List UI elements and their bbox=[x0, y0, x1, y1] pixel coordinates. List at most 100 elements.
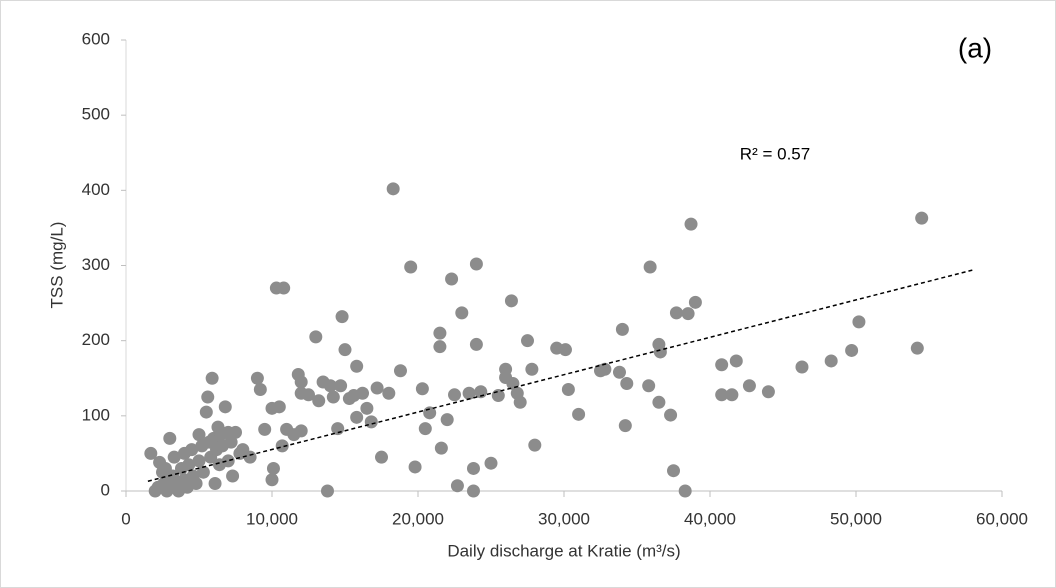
point bbox=[795, 360, 809, 374]
point bbox=[221, 454, 235, 468]
point bbox=[302, 388, 315, 402]
point bbox=[915, 211, 929, 225]
point bbox=[715, 388, 729, 402]
point bbox=[504, 294, 518, 308]
y-tick-label: 300 bbox=[82, 255, 110, 274]
point bbox=[201, 390, 215, 404]
point bbox=[561, 383, 575, 397]
x-tick-label: 60,000 bbox=[976, 509, 1028, 528]
point bbox=[334, 379, 348, 393]
annotation: R² = 0.57 bbox=[740, 144, 810, 163]
point bbox=[208, 476, 222, 490]
point bbox=[725, 388, 739, 402]
point bbox=[445, 272, 459, 286]
x-tick-label: 10,000 bbox=[246, 509, 298, 528]
point bbox=[681, 307, 695, 321]
point bbox=[558, 343, 572, 357]
point bbox=[144, 446, 158, 460]
y-tick-label: 100 bbox=[82, 405, 110, 424]
point bbox=[462, 386, 476, 400]
point bbox=[469, 337, 483, 351]
point bbox=[455, 306, 469, 320]
point bbox=[688, 295, 702, 309]
point bbox=[335, 310, 349, 324]
point bbox=[226, 469, 240, 483]
x-tick-label: 20,000 bbox=[392, 509, 444, 528]
point bbox=[266, 461, 280, 475]
point bbox=[229, 425, 242, 439]
point bbox=[466, 484, 480, 498]
point bbox=[615, 322, 629, 336]
point bbox=[525, 362, 539, 376]
point bbox=[667, 464, 680, 478]
x-tick-label: 0 bbox=[121, 509, 130, 528]
point bbox=[418, 422, 432, 436]
point bbox=[761, 385, 775, 399]
point bbox=[393, 364, 407, 378]
point bbox=[163, 431, 177, 445]
point bbox=[382, 386, 396, 400]
point bbox=[572, 407, 586, 421]
y-tick-label: 500 bbox=[82, 105, 110, 124]
point bbox=[612, 365, 626, 379]
point bbox=[448, 388, 461, 402]
point bbox=[910, 341, 924, 355]
point bbox=[196, 465, 210, 479]
point bbox=[224, 435, 238, 449]
point bbox=[360, 401, 374, 415]
x-tick-label: 50,000 bbox=[830, 509, 882, 528]
point bbox=[189, 476, 203, 490]
point bbox=[664, 408, 678, 422]
point bbox=[320, 484, 334, 498]
point bbox=[528, 438, 542, 452]
x-tick-label: 40,000 bbox=[684, 509, 736, 528]
point bbox=[167, 450, 181, 464]
point bbox=[250, 371, 264, 385]
point bbox=[643, 260, 657, 274]
point bbox=[852, 315, 866, 329]
point bbox=[199, 405, 213, 419]
point bbox=[440, 413, 454, 427]
point bbox=[469, 257, 483, 271]
point bbox=[598, 362, 612, 376]
point bbox=[323, 379, 337, 393]
point bbox=[370, 381, 384, 395]
point bbox=[182, 458, 196, 472]
y-tick-label: 400 bbox=[82, 180, 110, 199]
point bbox=[404, 260, 418, 274]
point bbox=[620, 377, 634, 391]
chart-title: (a) bbox=[958, 32, 992, 63]
point bbox=[338, 343, 352, 357]
point bbox=[408, 460, 422, 474]
point bbox=[474, 385, 488, 399]
point bbox=[684, 217, 698, 231]
point bbox=[618, 419, 632, 433]
trendline bbox=[147, 269, 973, 482]
y-axis-title: TSS (mg/L) bbox=[47, 222, 66, 309]
point bbox=[375, 450, 388, 464]
point bbox=[678, 484, 692, 498]
point bbox=[272, 400, 286, 414]
point bbox=[715, 358, 729, 372]
point bbox=[275, 439, 289, 453]
point bbox=[185, 443, 199, 457]
y-tick-label: 0 bbox=[101, 480, 110, 499]
point bbox=[415, 382, 429, 396]
x-axis-title: Daily discharge at Kratie (m³/s) bbox=[447, 541, 680, 560]
x-tick-label: 30,000 bbox=[538, 509, 590, 528]
point bbox=[669, 306, 683, 320]
point bbox=[309, 330, 323, 344]
point bbox=[652, 395, 666, 409]
point bbox=[824, 354, 838, 368]
point bbox=[466, 461, 480, 475]
point bbox=[312, 394, 326, 408]
point bbox=[845, 343, 859, 357]
point bbox=[350, 359, 364, 373]
point bbox=[265, 473, 279, 487]
point bbox=[433, 326, 447, 340]
point bbox=[434, 441, 448, 455]
point bbox=[218, 400, 232, 414]
point bbox=[205, 371, 219, 385]
